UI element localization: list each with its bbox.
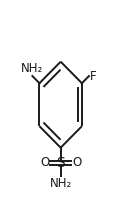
Text: NH₂: NH₂ (21, 62, 44, 75)
Text: O: O (40, 156, 49, 169)
Text: S: S (56, 156, 65, 170)
Text: O: O (72, 156, 81, 169)
Text: NH₂: NH₂ (50, 177, 72, 190)
Text: F: F (90, 69, 97, 83)
